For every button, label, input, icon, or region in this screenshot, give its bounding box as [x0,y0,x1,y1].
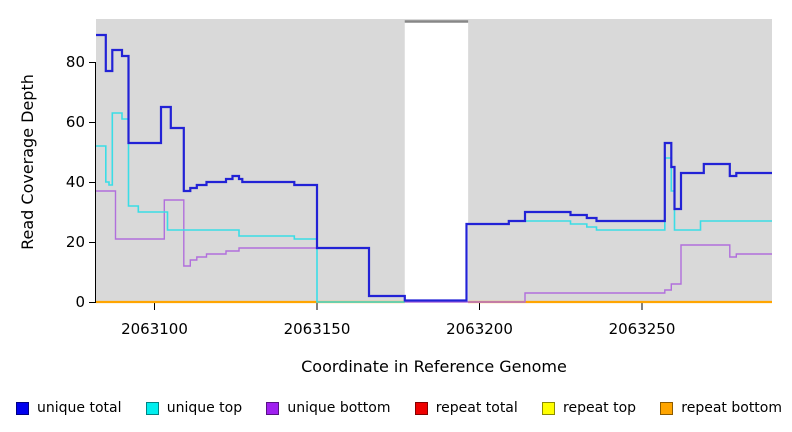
legend-item-repeat-top: repeat top [542,400,636,416]
y-tick-label: 60 [66,113,85,131]
y-tick-label: 80 [66,53,85,71]
legend-swatch-repeat-total [414,401,428,415]
x-tick-label: 2063200 [446,320,513,338]
masked-region [404,22,469,306]
series-line-unique-top [96,112,405,303]
legend-item-repeat-total: repeat total [414,400,518,416]
y-tick-label: 0 [75,293,85,311]
legend: unique total unique top unique bottom repea… [0,397,792,419]
x-tick-label: 2063250 [609,320,676,338]
legend-swatch-repeat-top [542,401,556,415]
legend-label-repeat-top: repeat top [563,400,637,416]
x-tick-label: 2063100 [121,320,188,338]
legend-label-unique-top: unique top [166,400,243,416]
legend-label-repeat-bottom: repeat bottom [681,400,782,416]
series-line-unique-bottom [96,190,772,303]
series-line-unique-top [468,157,772,231]
y-axis-title: Read Coverage Depth [18,74,37,250]
y-tick-label: 40 [66,173,85,191]
legend-item-unique-top: unique top [145,400,243,416]
legend-label-repeat-total: repeat total [435,400,518,416]
y-tick-label: 20 [66,233,85,251]
legend-swatch-unique-total [16,401,29,415]
legend-swatch-unique-top [145,401,159,415]
x-axis-title: Coordinate in Reference Genome [301,357,567,376]
legend-item-repeat-bottom: repeat bottom [660,400,782,416]
series-line-unique-total [96,33,772,302]
legend-item-unique-bottom: unique bottom [266,400,390,416]
legend-item-unique-total: unique total [16,400,121,416]
legend-swatch-repeat-bottom [660,401,674,415]
x-tick-label: 2063150 [284,320,351,338]
legend-label-unique-total: unique total [37,400,122,416]
legend-label-unique-bottom: unique bottom [287,400,391,416]
legend-swatch-unique-bottom [266,401,280,415]
